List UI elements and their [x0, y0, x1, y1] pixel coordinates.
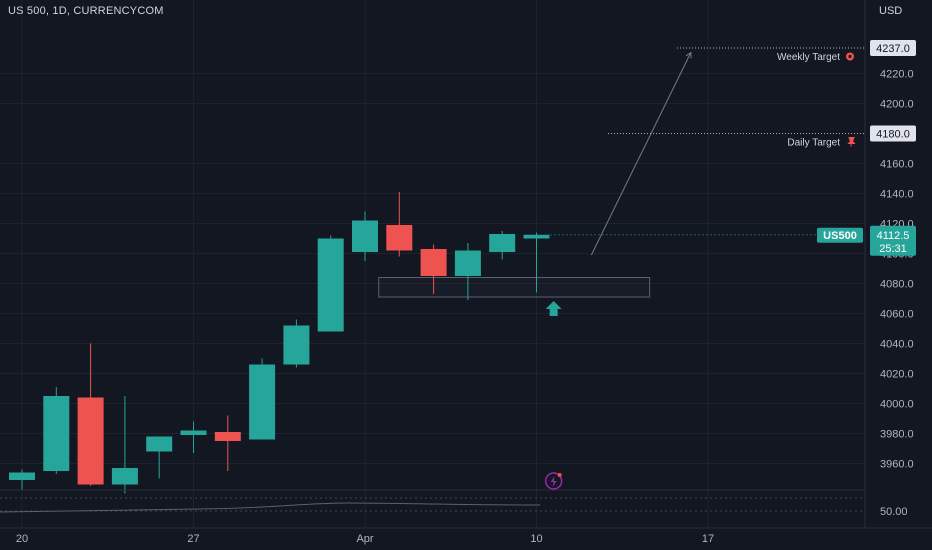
candle[interactable] — [214, 415, 241, 472]
candle[interactable] — [111, 396, 138, 494]
current-price-badge[interactable] — [870, 225, 916, 256]
price-tick-label: 4200.0 — [880, 99, 914, 111]
candle[interactable] — [249, 358, 276, 440]
candle-body — [489, 234, 516, 252]
price-tick-label: 4000.0 — [880, 399, 914, 411]
countdown-label: 25:31 — [879, 243, 907, 255]
candle-body — [420, 249, 447, 276]
candle-body — [214, 432, 241, 441]
candle-body — [9, 472, 35, 480]
candle[interactable] — [454, 243, 481, 300]
price-tick-label: 4140.0 — [880, 189, 914, 201]
time-tick-label: 20 — [16, 533, 28, 545]
flash-icon-glyph — [550, 476, 557, 487]
candle[interactable] — [386, 192, 413, 257]
candle-body — [317, 238, 344, 332]
symbol-badge-label: US500 — [823, 230, 857, 242]
price-tick-label: 4020.0 — [880, 369, 914, 381]
candle-body — [77, 397, 104, 485]
projection-line[interactable] — [590, 52, 692, 256]
price-tick-label: 4160.0 — [880, 159, 914, 171]
candle[interactable] — [523, 232, 550, 293]
candle[interactable] — [283, 319, 310, 368]
candle-body — [386, 225, 413, 251]
candle-body — [146, 436, 173, 452]
indicator-line — [0, 502, 541, 513]
projection-arrowhead — [685, 51, 692, 59]
target-level-annotation: Daily Target — [787, 138, 840, 149]
symbol-title[interactable]: US 500, 1D, CURRENCYCOM — [8, 5, 164, 17]
candle-body — [523, 234, 550, 239]
candle[interactable] — [317, 235, 344, 332]
candle[interactable] — [180, 421, 207, 454]
time-tick-label: Apr — [356, 533, 373, 545]
candle[interactable] — [352, 211, 378, 262]
price-tick-label: 3960.0 — [880, 459, 914, 471]
target-icon-center — [848, 54, 852, 59]
candle[interactable] — [146, 436, 173, 479]
time-axis[interactable]: 20 27 Apr 10 17 — [0, 527, 932, 545]
support-zone[interactable] — [378, 277, 651, 298]
pin-icon — [847, 137, 856, 147]
drawings[interactable]: Weekly Target Daily Target — [378, 47, 865, 316]
price-tick-label: 4040.0 — [880, 339, 914, 351]
candle[interactable] — [77, 343, 104, 487]
level-price-label: 4237.0 — [876, 43, 910, 55]
level-price-badge[interactable] — [870, 125, 916, 142]
symbol-badge[interactable] — [817, 227, 863, 243]
price-tick-label: 4220.0 — [880, 69, 914, 81]
candles[interactable] — [9, 192, 550, 494]
indicator-pane[interactable]: 50.00 — [0, 472, 908, 518]
current-price-label: 4112.5 — [877, 230, 910, 242]
time-tick-label: 17 — [702, 533, 714, 545]
target-level-annotation: Weekly Target — [777, 52, 840, 63]
price-tick-label: 4080.0 — [880, 279, 914, 291]
time-tick-label: 10 — [530, 533, 542, 545]
candle-body — [43, 396, 70, 471]
candle-body — [111, 468, 138, 485]
time-tick-label: 27 — [187, 533, 199, 545]
buy-signal-arrow-icon[interactable] — [545, 301, 562, 316]
candle-body — [180, 430, 207, 435]
candle[interactable] — [9, 469, 35, 491]
indicator-value-label: 50.00 — [880, 506, 908, 518]
price-axis[interactable]: 4220.04200.04160.04140.04120.04100.04080… — [817, 0, 916, 528]
event-notification-dot — [557, 473, 562, 477]
candle-body — [454, 250, 481, 276]
currency-label[interactable]: USD — [879, 5, 903, 17]
price-tick-label: 4060.0 — [880, 309, 914, 321]
candle-body — [352, 220, 378, 252]
candle-body — [283, 325, 310, 365]
candle[interactable] — [489, 231, 516, 260]
candle-body — [249, 364, 276, 440]
candle[interactable] — [43, 387, 70, 474]
price-tick-label: 3980.0 — [880, 429, 914, 441]
candle[interactable] — [420, 244, 447, 295]
level-price-label: 4180.0 — [876, 129, 910, 141]
level-price-badge[interactable] — [870, 40, 916, 56]
